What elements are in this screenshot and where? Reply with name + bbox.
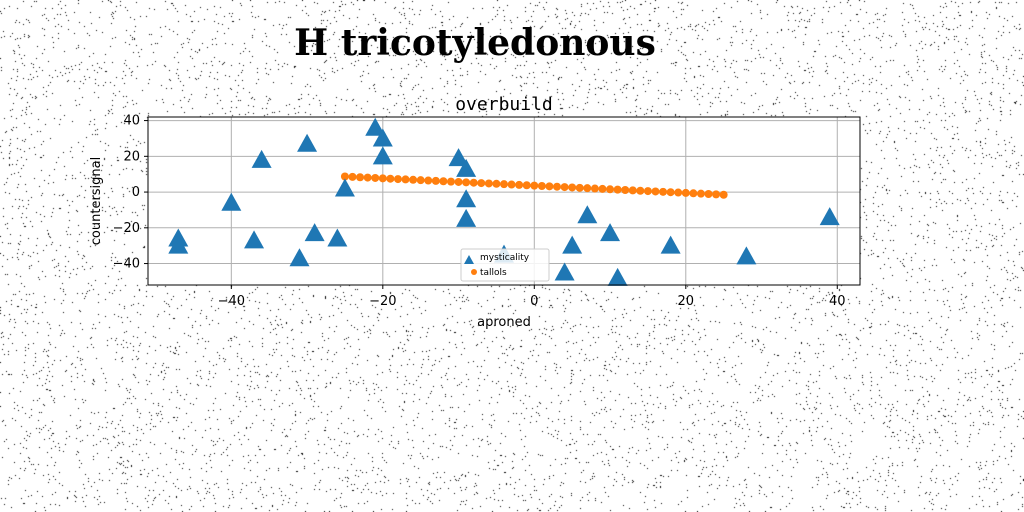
chart-title: overbuild [455,94,553,115]
mysticality-point [456,189,477,208]
mysticality-point [334,178,355,197]
tallols-point [356,173,365,182]
tallols-point [590,184,599,193]
tallols-point [628,186,637,195]
tallols-point [522,181,531,190]
x-tick-label: 40 [829,294,846,309]
mysticality-point [365,117,386,136]
tallols-point [696,189,705,198]
legend-box [460,248,550,282]
tallols-point [651,187,660,196]
x-axis-label: aproned [477,315,531,330]
page-title: H tricotyledonous [294,22,656,64]
mysticality-point [456,158,477,177]
tallols-point [500,180,508,189]
mysticality-point [251,149,272,168]
mysticality-point [448,148,469,167]
tallols-point [659,187,668,196]
tallols-point [363,173,372,182]
mysticality-point [372,146,393,165]
mysticality-point [297,133,318,152]
tallols-point [545,182,554,191]
data-series [168,117,840,286]
tallols-point [378,174,387,183]
axis-ticks: −40 −20 0 20 40 −40 −20 0 20 40 [113,114,846,309]
tallols-point [431,176,440,185]
tallols-point [583,184,592,193]
legend: mysticality tallols [460,248,550,282]
tallols-point [424,176,433,185]
y-tick-label: 20 [123,149,140,164]
tallols-point [568,183,577,192]
mysticality-point [819,207,840,226]
tallols-point [674,188,683,197]
tallols-point [386,174,395,183]
tallols-point [515,180,524,189]
mysticality-point [600,223,621,242]
tallols-point [712,190,721,199]
mysticality-point [372,128,393,147]
mysticality-point [244,230,265,249]
mysticality-point [304,223,325,242]
tallols-point [530,181,539,190]
tallols-point [606,185,615,194]
legend-marker-tallols [471,269,477,275]
tallols-point [401,175,410,184]
tallols-point [454,177,463,186]
tallols-point [621,186,630,195]
tallols-point [371,173,380,182]
tallols-point [409,175,418,184]
tallols-point [719,190,728,199]
tallols-point [492,179,501,188]
x-tick-label: 0 [530,294,538,309]
tallols-point [462,178,471,187]
tallols-point [689,189,698,198]
mysticality-point [660,235,681,254]
tallols-point [636,186,645,195]
mysticality-point [327,228,348,247]
y-tick-label: −20 [113,221,140,236]
legend-label-tallols: tallols [480,268,507,278]
y-tick-label: −40 [113,257,140,272]
mysticality-point [736,246,757,265]
x-tick-label: −20 [369,294,396,309]
mysticality-point [577,205,598,224]
mysticality-point [221,192,242,211]
plot-frame [147,116,861,286]
mysticality-point [562,235,583,254]
tallols-point [484,179,493,188]
tallols-point [446,177,455,186]
y-axis-label: countersignal [89,157,104,245]
tallols-point [613,185,622,194]
legend-marker-mysticality [464,255,474,264]
tallols-point [575,183,584,192]
tallols-point [507,180,516,189]
tallols-point [560,183,569,192]
mysticality-point [289,248,310,267]
tallols-point [598,184,607,193]
tallols-point [643,187,652,196]
tallols-point [553,182,562,191]
tallols-point [477,179,486,188]
tallols-point [340,172,349,181]
tallols-point [416,176,425,185]
mysticality-point [554,262,575,281]
y-tick-label: 40 [123,114,140,129]
y-tick-label: 0 [132,185,140,200]
tallols-point [393,175,402,184]
tallols-point [469,178,478,187]
mysticality-point [456,208,477,227]
mysticality-point [607,267,628,286]
x-tick-label: −40 [218,294,245,309]
tallols-point [666,188,675,197]
tallols-point [681,188,690,197]
legend-label-mysticality: mysticality [480,253,530,263]
tallols-point [348,172,357,181]
x-tick-label: 20 [678,294,695,309]
tallols-point [439,177,448,186]
tallols-point [537,181,546,190]
tallols-point [704,190,713,199]
mysticality-point [168,235,189,254]
